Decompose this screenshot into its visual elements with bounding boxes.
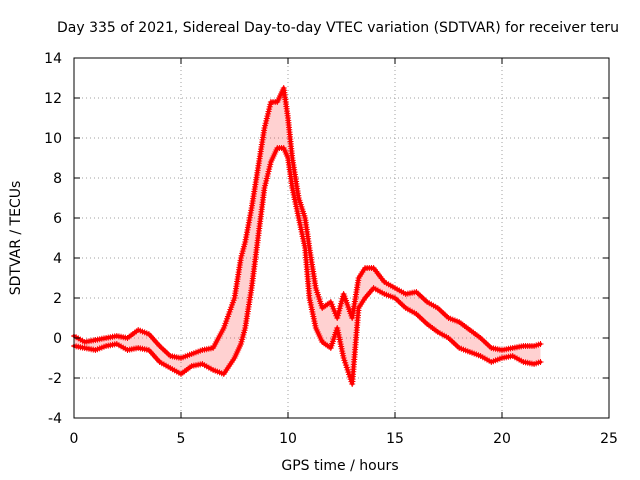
y-tick-label: 2 [53, 291, 62, 307]
y-tick-label: 14 [44, 51, 62, 67]
x-tick-label: 0 [70, 431, 79, 447]
x-tick-label: 25 [600, 431, 618, 447]
x-tick-label: 15 [386, 431, 404, 447]
x-tick-label: 10 [279, 431, 297, 447]
data-points-layer [71, 85, 544, 387]
plot-border [73, 57, 610, 419]
x-tick-label: 20 [493, 431, 511, 447]
x-tick-label: 5 [177, 431, 186, 447]
y-axis-label: SDTVAR / TECUs [8, 181, 24, 296]
series-lower [71, 145, 544, 387]
axis-ticks: 0 5 10 15 20 25 -4 -2 0 2 4 6 8 10 12 14 [44, 51, 618, 447]
y-tick-label: 0 [53, 331, 62, 347]
y-tick-label: -4 [48, 411, 62, 427]
series-upper [71, 85, 544, 361]
y-tick-label: 8 [53, 171, 62, 187]
data-point [537, 359, 544, 365]
y-tick-label: 12 [44, 91, 62, 107]
data-point [537, 341, 544, 347]
chart-title: Day 335 of 2021, Sidereal Day-to-day VTE… [57, 20, 619, 36]
y-tick-label: -2 [48, 371, 62, 387]
x-axis-label: GPS time / hours [281, 458, 398, 474]
y-tick-label: 4 [53, 251, 62, 267]
y-tick-label: 6 [53, 211, 62, 227]
y-tick-label: 10 [44, 131, 62, 147]
